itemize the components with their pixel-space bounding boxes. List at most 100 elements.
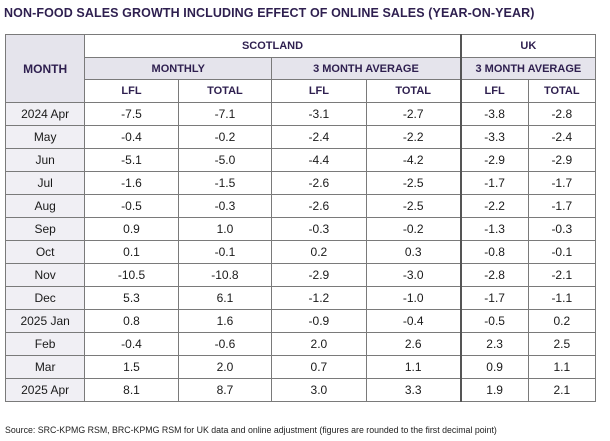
- value-cell: -4.4: [271, 148, 367, 172]
- month-cell: 2025 Apr: [4, 378, 86, 402]
- value-cell: 0.1: [84, 240, 179, 264]
- table-row: Sep 0.9 1.0 -0.3 -0.2 -1.3 -0.3: [4, 217, 597, 241]
- value-cell: 1.6: [177, 309, 273, 333]
- value-cell: -0.2: [177, 125, 273, 149]
- value-cell: -0.1: [527, 240, 597, 264]
- value-cell: 0.9: [84, 217, 179, 241]
- value-cell: -10.8: [177, 263, 273, 287]
- value-cell: -0.9: [271, 309, 367, 333]
- value-cell: -2.6: [271, 171, 367, 195]
- table-row: Dec 5.3 6.1 -1.2 -1.0 -1.7 -1.1: [4, 286, 597, 310]
- value-cell: -2.4: [527, 125, 597, 149]
- value-cell: -0.5: [459, 309, 529, 333]
- sales-growth-table: MONTH SCOTLAND UK MONTHLY 3 MONTH AVERAG…: [4, 34, 597, 402]
- value-cell: -1.7: [527, 194, 597, 218]
- month-cell: Jun: [4, 148, 86, 172]
- value-cell: 0.8: [84, 309, 179, 333]
- value-cell: 0.2: [271, 240, 367, 264]
- value-cell: 0.3: [365, 240, 462, 264]
- value-cell: -0.3: [527, 217, 597, 241]
- value-cell: 8.7: [177, 378, 273, 402]
- value-cell: -1.5: [177, 171, 273, 195]
- three-month-average-header: 3 MONTH AVERAGE: [271, 57, 462, 80]
- value-cell: -3.1: [271, 102, 367, 126]
- value-cell: 2.6: [365, 332, 462, 356]
- value-cell: 0.7: [271, 355, 367, 379]
- value-cell: -0.4: [84, 125, 179, 149]
- value-cell: 2.0: [177, 355, 273, 379]
- value-cell: 1.5: [84, 355, 179, 379]
- value-cell: 6.1: [177, 286, 273, 310]
- value-cell: -0.3: [177, 194, 273, 218]
- value-cell: -7.1: [177, 102, 273, 126]
- value-cell: -1.0: [365, 286, 462, 310]
- value-cell: 2.5: [527, 332, 597, 356]
- value-cell: -5.1: [84, 148, 179, 172]
- value-cell: -2.5: [365, 171, 462, 195]
- value-cell: -2.9: [459, 148, 529, 172]
- total-header: TOTAL: [365, 79, 462, 103]
- value-cell: -0.4: [365, 309, 462, 333]
- uk-three-month-average-header: 3 MONTH AVERAGE: [459, 57, 596, 80]
- table-row: 2025 Apr 8.1 8.7 3.0 3.3 1.9 2.1: [4, 378, 597, 402]
- table-row: May -0.4 -0.2 -2.4 -2.2 -3.3 -2.4: [4, 125, 597, 149]
- value-cell: 2.1: [527, 378, 597, 402]
- table-row: Oct 0.1 -0.1 0.2 0.3 -0.8 -0.1: [4, 240, 597, 264]
- value-cell: 1.0: [177, 217, 273, 241]
- month-cell: Mar: [4, 355, 86, 379]
- value-cell: -2.4: [271, 125, 367, 149]
- value-cell: -7.5: [84, 102, 179, 126]
- value-cell: -0.5: [84, 194, 179, 218]
- value-cell: 1.1: [365, 355, 462, 379]
- value-cell: 0.2: [527, 309, 597, 333]
- value-cell: -2.8: [459, 263, 529, 287]
- value-cell: -2.2: [365, 125, 462, 149]
- month-cell: Nov: [4, 263, 86, 287]
- table-body: 2024 Apr -7.5 -7.1 -3.1 -2.7 -3.8 -2.8 May -0.4-…: [4, 102, 597, 402]
- value-cell: -1.7: [459, 286, 529, 310]
- value-cell: -0.2: [365, 217, 462, 241]
- value-cell: -2.8: [527, 102, 597, 126]
- value-cell: -1.7: [459, 171, 529, 195]
- scotland-header: SCOTLAND: [84, 34, 462, 58]
- value-cell: -3.0: [365, 263, 462, 287]
- lfl-header: LFL: [271, 79, 367, 103]
- value-cell: -2.5: [365, 194, 462, 218]
- value-cell: 3.3: [365, 378, 462, 402]
- value-cell: -1.3: [459, 217, 529, 241]
- value-cell: 1.9: [459, 378, 529, 402]
- lfl-header: LFL: [459, 79, 529, 103]
- lfl-header: LFL: [84, 79, 179, 103]
- value-cell: -3.3: [459, 125, 529, 149]
- table-title: NON-FOOD SALES GROWTH INCLUDING EFFECT O…: [4, 6, 535, 20]
- value-cell: -4.2: [365, 148, 462, 172]
- value-cell: -1.2: [271, 286, 367, 310]
- value-cell: 2.3: [459, 332, 529, 356]
- value-cell: -2.6: [271, 194, 367, 218]
- value-cell: -0.3: [271, 217, 367, 241]
- value-cell: -0.6: [177, 332, 273, 356]
- table-row: Mar 1.5 2.0 0.7 1.1 0.9 1.1: [4, 355, 597, 379]
- value-cell: -10.5: [84, 263, 179, 287]
- value-cell: -2.7: [365, 102, 462, 126]
- month-header: MONTH: [4, 34, 86, 103]
- value-cell: -0.8: [459, 240, 529, 264]
- value-cell: -5.0: [177, 148, 273, 172]
- table-row: 2024 Apr -7.5 -7.1 -3.1 -2.7 -3.8 -2.8: [4, 102, 597, 126]
- table-row: Jun -5.1 -5.0 -4.4 -4.2 -2.9 -2.9: [4, 148, 597, 172]
- month-cell: Oct: [4, 240, 86, 264]
- month-cell: Sep: [4, 217, 86, 241]
- table-row: 2025 Jan 0.8 1.6 -0.9 -0.4 -0.5 0.2: [4, 309, 597, 333]
- value-cell: 5.3: [84, 286, 179, 310]
- value-cell: -1.7: [527, 171, 597, 195]
- table-row: Nov -10.5 -10.8 -2.9 -3.0 -2.8 -2.1: [4, 263, 597, 287]
- value-cell: -1.6: [84, 171, 179, 195]
- table-row: Jul -1.6 -1.5 -2.6 -2.5 -1.7 -1.7: [4, 171, 597, 195]
- value-cell: -2.1: [527, 263, 597, 287]
- month-cell: Dec: [4, 286, 86, 310]
- month-cell: May: [4, 125, 86, 149]
- value-cell: 8.1: [84, 378, 179, 402]
- value-cell: 1.1: [527, 355, 597, 379]
- value-cell: -3.8: [459, 102, 529, 126]
- month-cell: Jul: [4, 171, 86, 195]
